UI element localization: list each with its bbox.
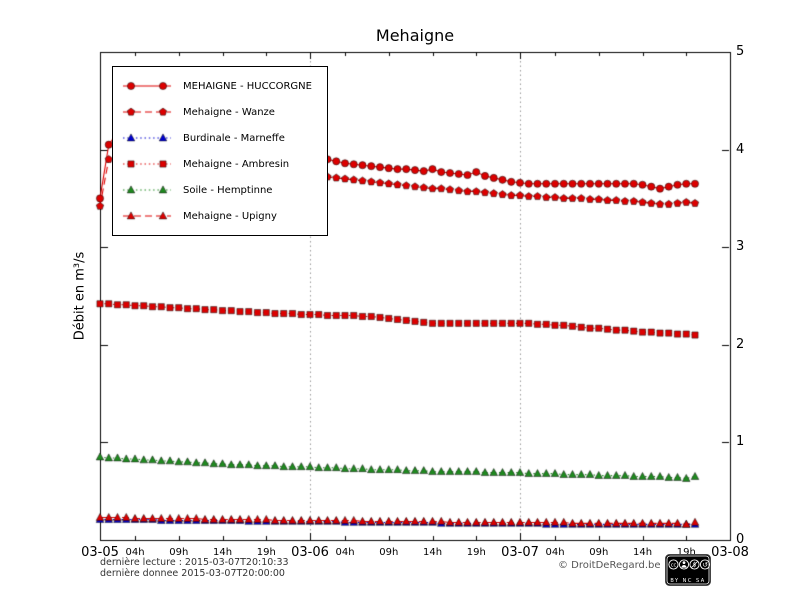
legend-square-marker-icon [121, 157, 173, 171]
x-tick-label-minor: 04h [125, 547, 145, 558]
x-tick-label-minor: 04h [335, 547, 355, 558]
legend-entry: Burdinale - Marneffe [121, 128, 321, 148]
y-tick-label: 3 [736, 239, 745, 255]
x-tick-label-minor: 04h [545, 547, 565, 558]
legend-label: Mehaigne - Wanze [183, 106, 275, 118]
legend-label: Burdinale - Marneffe [183, 132, 285, 144]
y-tick-label: 0 [736, 532, 745, 547]
legend-label: MEHAIGNE - HUCCORGNE [183, 80, 312, 92]
legend-entries: MEHAIGNE - HUCCORGNE Mehaigne - Wanze Burd… [121, 76, 321, 226]
chart-title: Mehaigne [375, 26, 455, 45]
cc-text: cc [671, 562, 677, 568]
chart-legend: MEHAIGNE - HUCCORGNE Mehaigne - Wanze Burd… [112, 66, 328, 236]
svg-text:↺: ↺ [702, 561, 708, 569]
x-tick-label-minor: 19h [676, 547, 696, 558]
y-axis-label: Débit en m³/s [72, 251, 88, 341]
x-tick-label-minor: 09h [169, 547, 189, 558]
y-tick-label: 1 [736, 434, 745, 450]
legend-entry: MEHAIGNE - HUCCORGNE [121, 76, 321, 96]
legend-label: Soile - Hemptinne [183, 184, 273, 196]
x-tick-label-major: 03-06 [291, 545, 329, 560]
cc-license-badge-icon[interactable]: cc $ ↺ BY NC SA [665, 554, 711, 586]
by-person-icon [678, 559, 690, 570]
x-tick-label-major: 03-07 [501, 545, 539, 560]
last-reading-text: dernière lecture : 2015-03-07T20:10:33 [100, 557, 289, 568]
x-tick-label-minor: 19h [256, 547, 276, 558]
legend-entry: Mehaigne - Wanze [121, 102, 321, 122]
x-tick-label-minor: 09h [589, 547, 609, 558]
legend-triangle-marker-icon [121, 131, 173, 145]
x-tick-label-minor: 14h [212, 547, 233, 558]
legend-triangle-marker-icon [121, 183, 173, 197]
x-tick-label-minor: 09h [379, 547, 399, 558]
legend-entry: Soile - Hemptinne [121, 180, 321, 200]
last-data-text: dernière donnee 2015-03-07T20:00:00 [100, 568, 285, 579]
y-tick-label: 4 [736, 141, 745, 157]
nc-no-dollar-icon [689, 559, 700, 570]
y-tick-label: 2 [736, 336, 745, 352]
copyright-text: © DroitDeRegard.be [558, 560, 661, 571]
legend-label: Mehaigne - Upigny [183, 210, 277, 222]
svg-text:$: $ [693, 562, 697, 569]
cc-badge-sub-text: BY NC SA [670, 578, 705, 584]
x-tick-label-major: 03-08 [711, 545, 749, 560]
sa-share-alike-icon [699, 559, 711, 570]
legend-circle-marker-icon [121, 79, 173, 93]
legend-entry: Mehaigne - Ambresin [121, 154, 321, 174]
x-tick-label-major: 03-05 [81, 545, 119, 560]
x-tick-label-minor: 14h [422, 547, 443, 558]
cc-circle-icon [668, 559, 679, 570]
legend-entry: Mehaigne - Upigny [121, 206, 321, 226]
legend-label: Mehaigne - Ambresin [183, 158, 290, 170]
legend-triangle-marker-icon [121, 209, 173, 223]
x-tick-label-minor: 14h [632, 547, 653, 558]
y-tick-label: 5 [736, 44, 745, 59]
x-tick-label-minor: 19h [466, 547, 486, 558]
legend-pentagon-marker-icon [121, 105, 173, 119]
